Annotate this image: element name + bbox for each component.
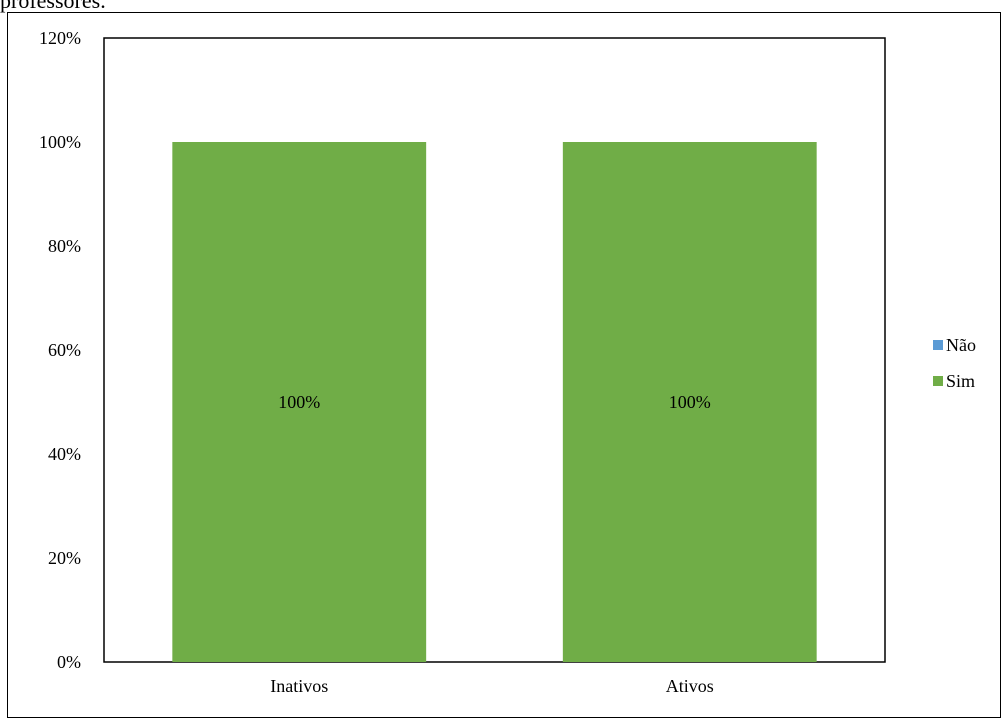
y-tick-label: 80% [48,236,81,256]
caption-fragment: professores. [0,0,106,13]
x-tick-label: Ativos [666,676,714,696]
y-tick-label: 100% [39,132,81,152]
legend-label: Sim [946,371,975,391]
bar-sim-inativos [172,142,427,662]
x-tick-label: Inativos [270,676,328,696]
y-tick-label: 0% [57,652,81,672]
data-label: 100% [278,392,320,412]
legend-label: Não [946,335,976,355]
y-tick-label: 20% [48,548,81,568]
y-tick-label: 60% [48,340,81,360]
legend-swatch [933,340,943,350]
y-tick-label: 40% [48,444,81,464]
legend-swatch [933,376,943,386]
plot-area-border [103,37,886,663]
bar-sim-ativos [562,142,817,662]
y-tick-label: 120% [39,28,81,48]
data-label: 100% [669,392,711,412]
